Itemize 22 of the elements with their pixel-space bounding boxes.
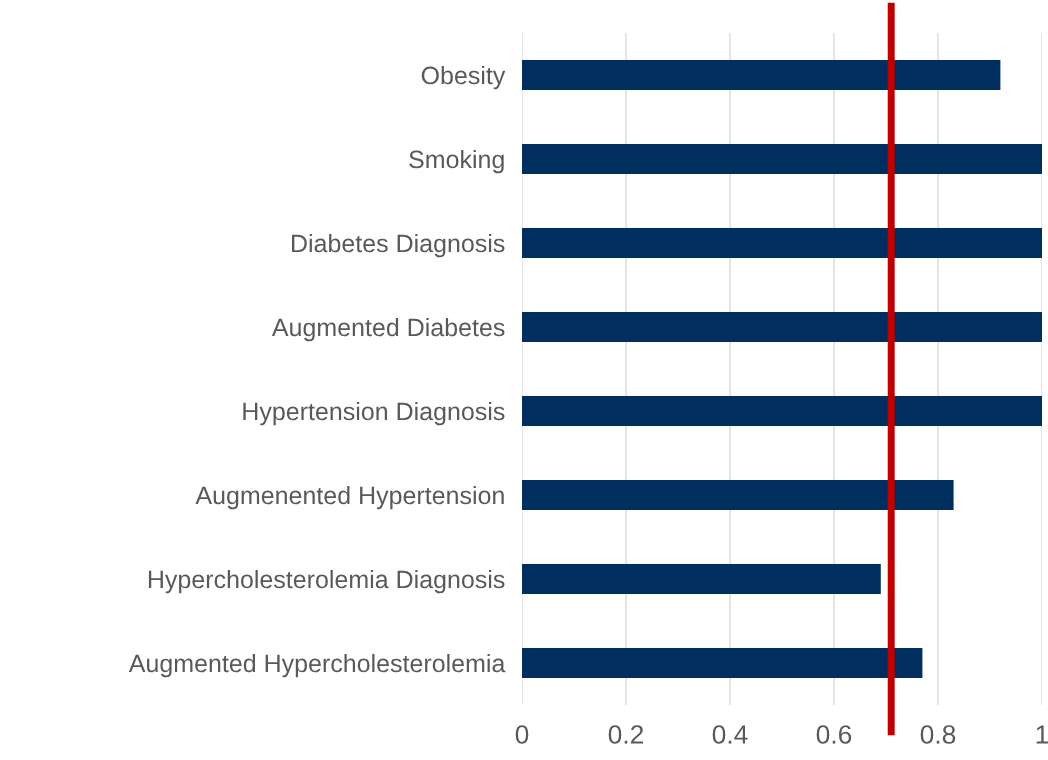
y-tick-label: Hypercholesterolemia Diagnosis <box>148 569 505 594</box>
bar <box>522 563 881 595</box>
bar <box>522 59 1001 91</box>
y-tick-label: Augmented Hypercholesterolemia <box>128 653 506 678</box>
y-tick-label: Hypertension Diagnosis <box>243 401 505 426</box>
bar <box>522 227 1042 259</box>
x-tick-label: 0.6 <box>816 725 852 744</box>
y-tick-label: Smoking <box>409 149 504 174</box>
x-tick-label: 1 <box>1036 725 1048 744</box>
bar <box>522 311 1042 343</box>
bar <box>522 395 1042 427</box>
x-tick-label: 0.8 <box>920 725 956 744</box>
y-tick-label: Augmenented Hypertension <box>195 485 504 510</box>
bar <box>522 479 954 511</box>
x-tick-label: 0.4 <box>712 725 748 744</box>
x-tick-label: 0.2 <box>608 725 644 744</box>
x-tick-label: 0 <box>515 725 529 744</box>
y-tick-label: Obesity <box>421 65 506 90</box>
bar <box>522 647 923 679</box>
bar <box>522 143 1042 175</box>
y-tick-label: Augmented Diabetes <box>271 317 505 342</box>
y-tick-label: Diabetes Diagnosis <box>292 233 505 258</box>
